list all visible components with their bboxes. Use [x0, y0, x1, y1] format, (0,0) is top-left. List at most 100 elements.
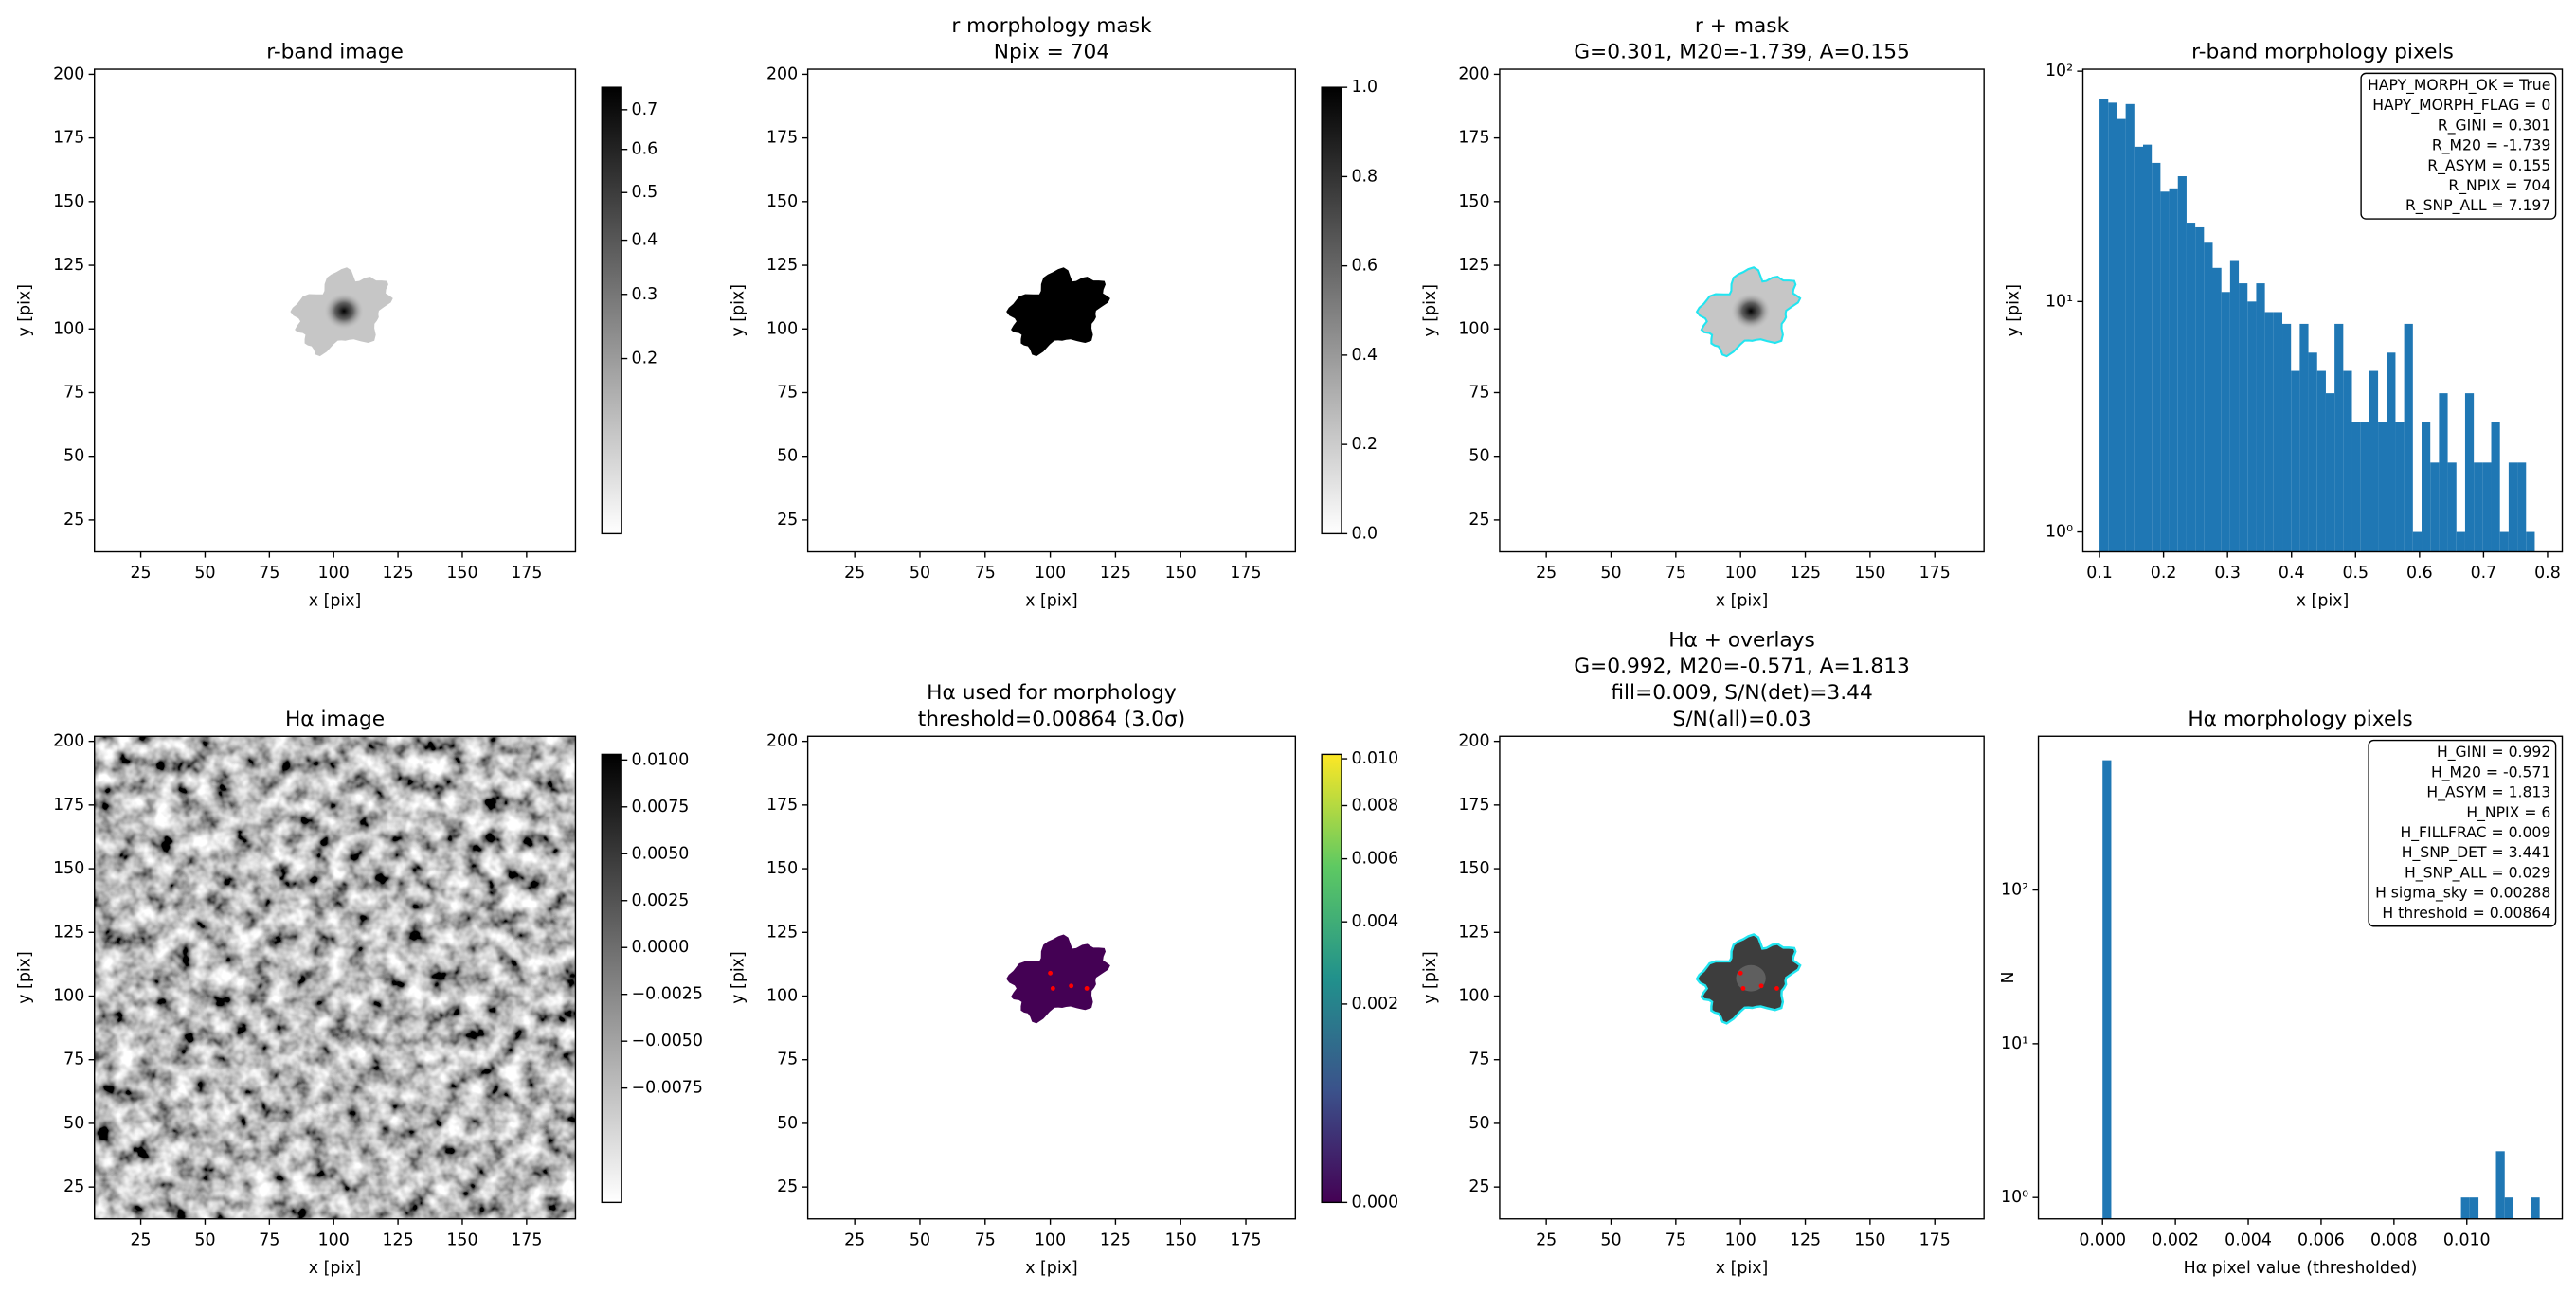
y-tick-label: 10²	[2001, 881, 2028, 900]
y-tick-label: 200	[53, 64, 84, 83]
histogram-bar	[2099, 99, 2109, 552]
colorbar-tick-label: 0.0050	[632, 844, 690, 863]
y-axis-label: y [pix]	[16, 284, 35, 337]
axes-frame	[806, 68, 1297, 553]
histogram-bar	[2369, 370, 2379, 552]
histogram-bar	[2160, 191, 2170, 552]
x-tick-label: 50	[1600, 564, 1621, 583]
y-axis-label: y [pix]	[1421, 284, 1440, 337]
y-tick-label: 75	[63, 383, 84, 402]
stats-box-frame	[2360, 72, 2557, 220]
detection-pixel	[1050, 986, 1055, 991]
panel-title: Hα morphology pixels	[2188, 708, 2412, 731]
histogram-bar	[2422, 422, 2431, 552]
histogram-bar	[2351, 422, 2361, 552]
panel-title: G=0.992, M20=-0.571, A=1.813	[1574, 655, 1910, 678]
y-axis-label: y [pix]	[16, 951, 35, 1004]
x-tick-label: 125	[1100, 564, 1131, 583]
y-tick-label: 50	[777, 1114, 798, 1133]
mask-blob	[1006, 934, 1110, 1024]
y-axis-label: N	[1999, 972, 2018, 984]
x-tick-label: 125	[1100, 1230, 1131, 1249]
detection-pixel	[1048, 970, 1054, 976]
x-tick-label: 25	[1536, 1230, 1557, 1249]
x-tick-label: 175	[511, 1230, 542, 1249]
stats-line: H_M20 = -0.571	[2431, 763, 2550, 781]
x-tick-label: 25	[131, 1230, 152, 1249]
axes-frame	[2037, 735, 2564, 1220]
y-tick-label: 175	[766, 796, 798, 815]
histogram-bar	[2334, 323, 2344, 552]
colorbar-tick-label: 0.6	[1351, 257, 1378, 276]
panel-title: Hα + overlays	[1668, 628, 1815, 652]
x-tick-label: 50	[910, 1230, 930, 1249]
histogram-bar	[2273, 312, 2283, 552]
histogram-bar	[2152, 162, 2161, 552]
x-tick-label: 75	[259, 564, 279, 583]
colorbar-tick-label: 0.3	[632, 285, 658, 304]
x-tick-label: 100	[318, 1230, 350, 1249]
colorbar	[1321, 753, 1342, 1204]
y-tick-label: 100	[53, 319, 84, 338]
colorbar-tick-label: −0.0025	[632, 985, 703, 1004]
y-tick-label: 50	[1468, 447, 1489, 466]
histogram-bar	[2526, 531, 2535, 552]
histogram-bar	[2177, 176, 2187, 552]
histogram-bar	[2474, 462, 2483, 552]
x-tick-label: 25	[131, 564, 152, 583]
y-tick-label: 175	[53, 129, 84, 148]
x-tick-label: 25	[1536, 564, 1557, 583]
x-tick-label: 100	[1725, 1230, 1756, 1249]
histogram-bar	[2469, 1197, 2479, 1219]
histogram-bar	[2221, 292, 2230, 552]
colorbar-tick-label: 0.0	[1351, 524, 1378, 543]
y-tick-label: 175	[1458, 796, 1489, 815]
x-tick-label: 150	[1165, 1230, 1197, 1249]
histogram-bar	[2325, 393, 2335, 552]
x-tick-label: 150	[1854, 564, 1885, 583]
histogram-bar	[2439, 393, 2448, 552]
y-tick-label: 50	[63, 447, 84, 466]
histogram-bar	[2517, 462, 2527, 552]
y-tick-label: 25	[63, 511, 84, 530]
histogram-bar	[2491, 422, 2500, 552]
histogram-bar	[2430, 462, 2440, 552]
y-tick-label: 125	[1458, 923, 1489, 942]
y-tick-label: 25	[777, 511, 798, 530]
source-core	[324, 293, 364, 330]
source-core	[1731, 293, 1771, 330]
histogram-bar	[2247, 301, 2257, 552]
colorbar-tick-label: 0.010	[1351, 749, 1398, 768]
histogram-bar	[2504, 1197, 2513, 1219]
stats-line: H threshold = 0.00864	[2382, 904, 2550, 922]
y-tick-label: 75	[777, 383, 798, 402]
colorbar-tick-label: 0.7	[632, 100, 658, 119]
histogram-bar	[2195, 226, 2205, 552]
histogram-bar	[2186, 223, 2196, 552]
colorbar-tick-label: 0.0100	[632, 750, 690, 769]
histogram-bar	[2460, 1197, 2470, 1219]
stats-line: H sigma_sky = 0.00288	[2375, 884, 2550, 903]
y-tick-label: 25	[63, 1177, 84, 1196]
stats-box-frame	[2368, 739, 2557, 927]
histogram-bar	[2531, 1197, 2540, 1219]
image	[1006, 934, 1110, 1024]
y-axis-label: y [pix]	[2004, 284, 2023, 337]
stats-line: H_ASYM = 1.813	[2426, 783, 2550, 802]
panel-title: S/N(all)=0.03	[1672, 708, 1810, 731]
y-tick-label: 150	[53, 192, 84, 211]
x-tick-label: 0.5	[2342, 564, 2369, 583]
x-axis-label: x [pix]	[1025, 1259, 1078, 1278]
colorbar-tick-label: 0.5	[632, 183, 658, 202]
x-tick-label: 75	[1666, 564, 1686, 583]
colorbar-tick-label: 0.006	[1351, 850, 1398, 869]
x-tick-label: 50	[194, 564, 215, 583]
source-core	[1736, 964, 1766, 992]
histogram-bar	[2239, 283, 2248, 552]
colorbar-tick-label: 0.2	[1351, 435, 1378, 454]
histogram-bar	[2495, 1151, 2505, 1219]
x-tick-label: 0.000	[2079, 1230, 2126, 1249]
panel-title: Hα used for morphology	[927, 681, 1177, 705]
colorbar-tick-label: 0.8	[1351, 167, 1378, 186]
